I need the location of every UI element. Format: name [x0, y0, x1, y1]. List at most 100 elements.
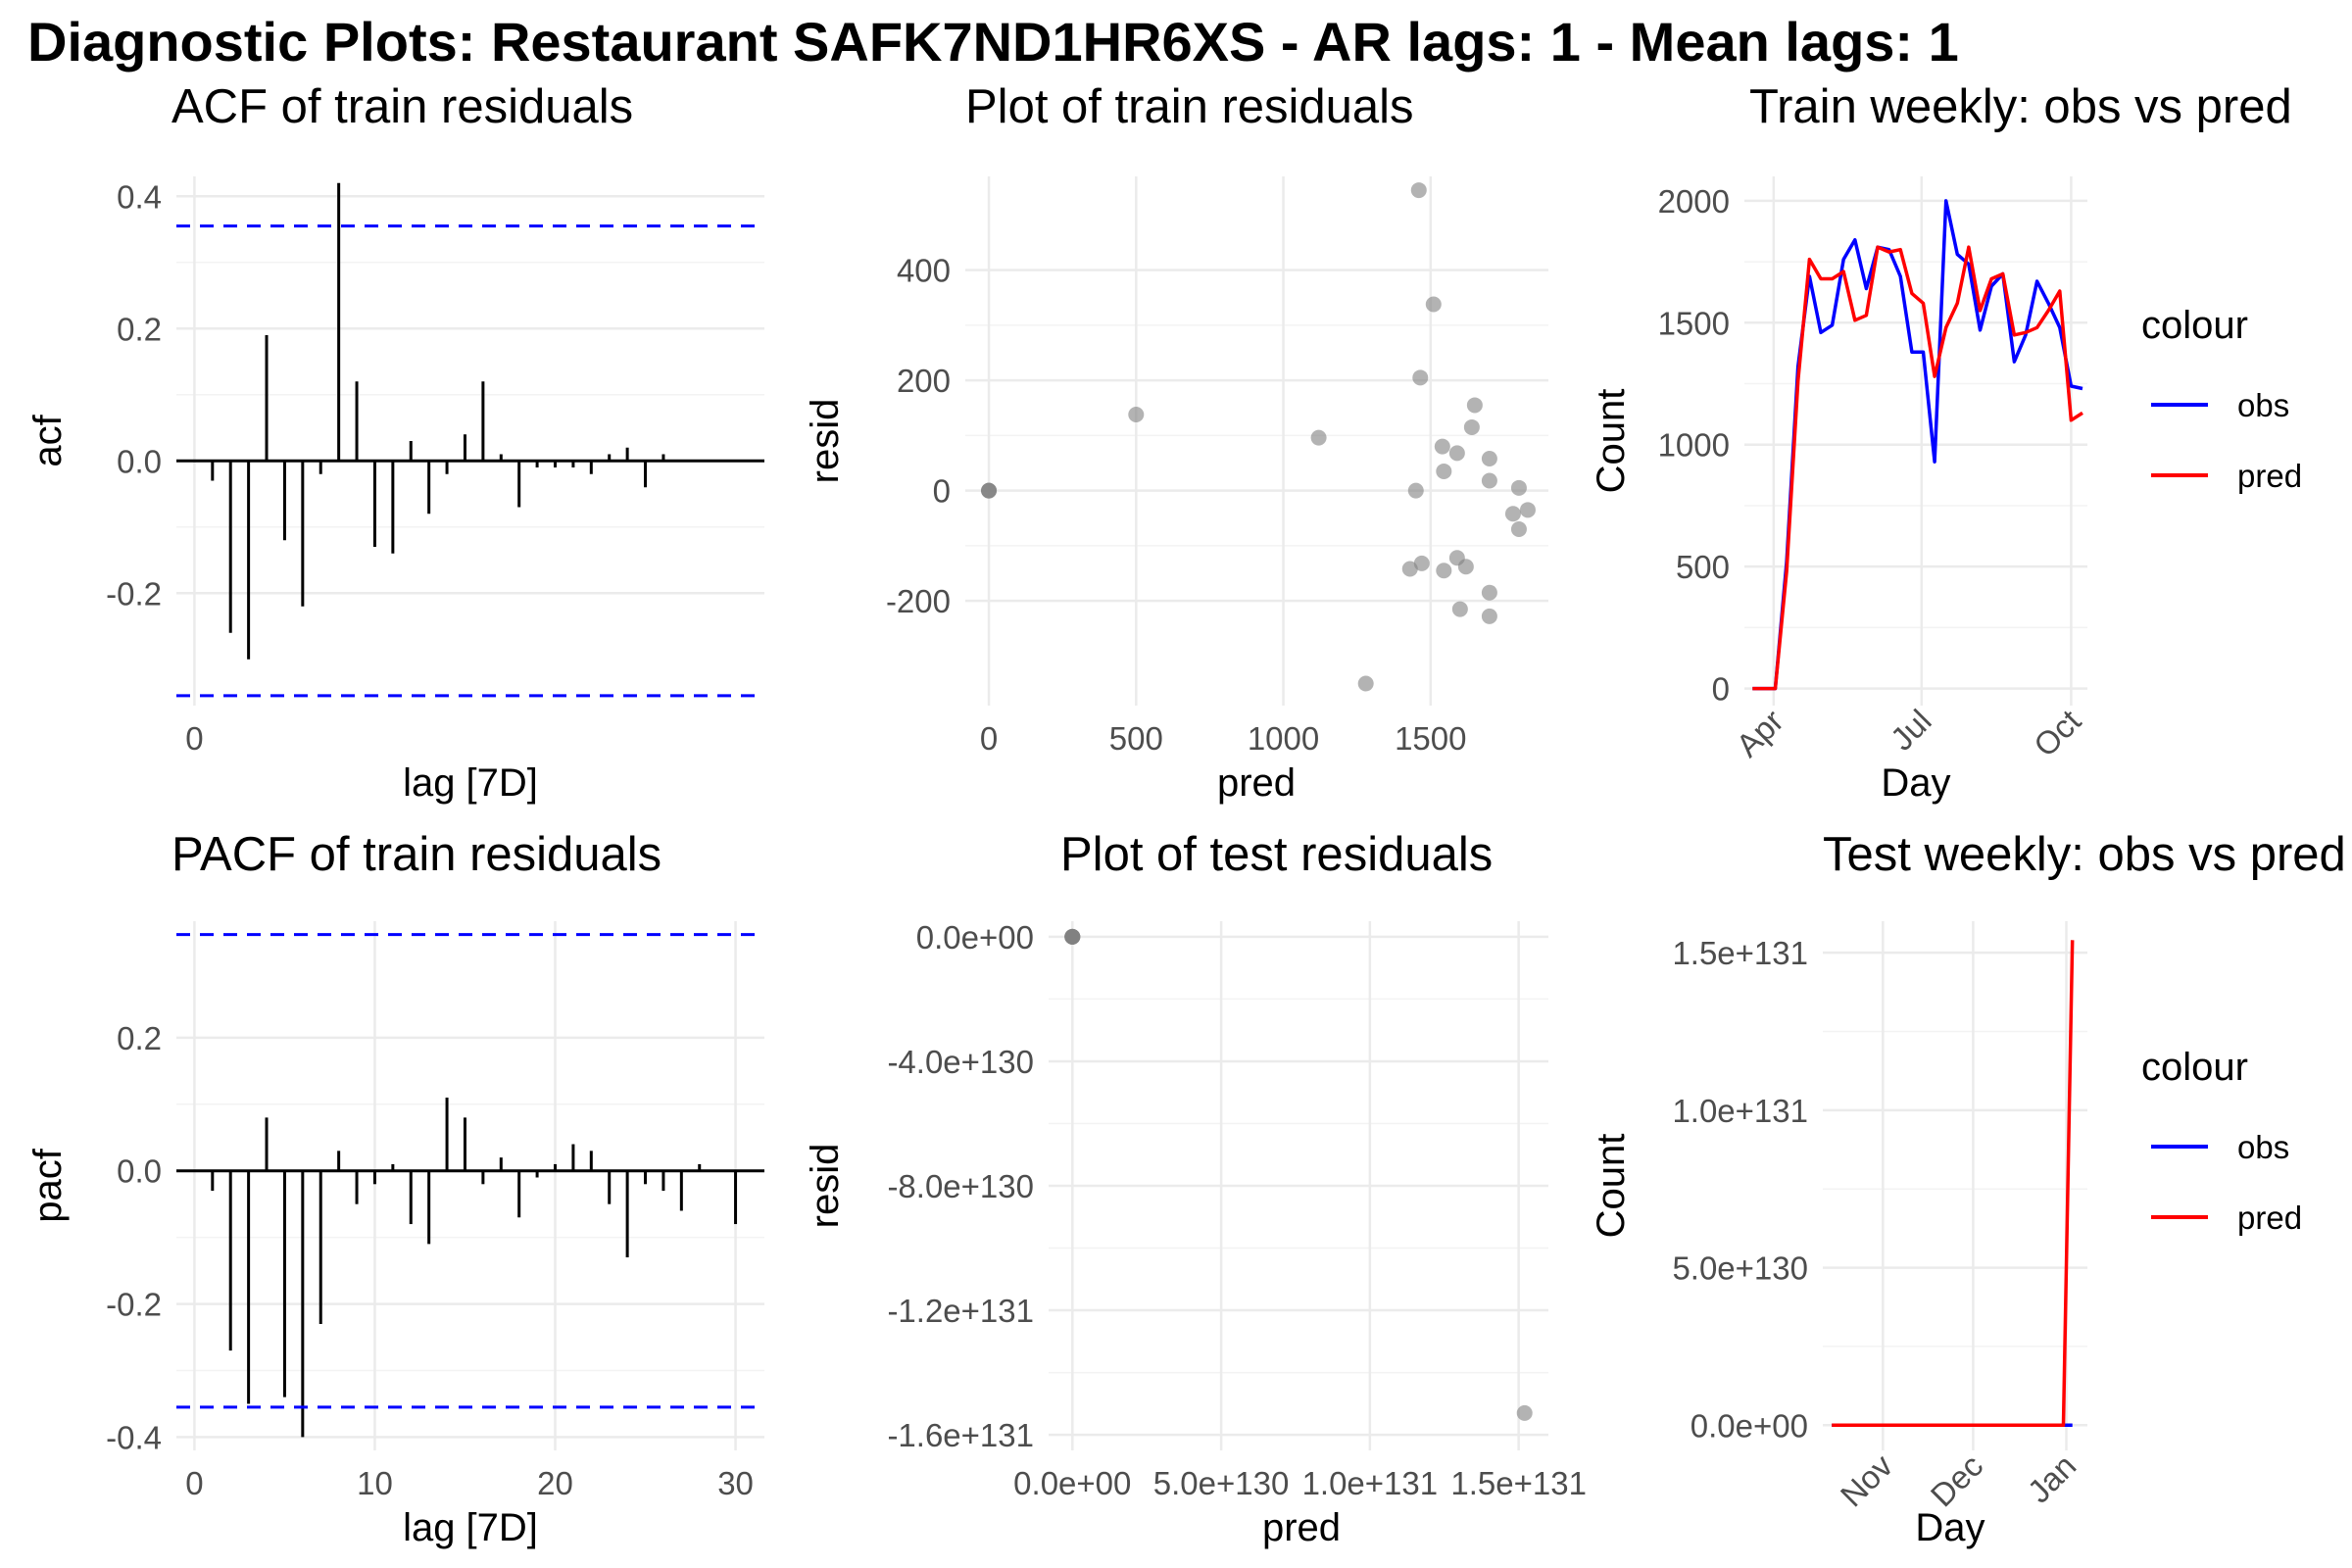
y-axis-label: resid — [804, 399, 847, 484]
y-axis-label: acf — [26, 414, 70, 466]
residual-point — [1413, 555, 1430, 571]
x-tick-label: 0 — [185, 720, 203, 757]
x-axis-label: Day — [1915, 1506, 1984, 1549]
residual-point — [1401, 561, 1418, 577]
x-tick-label: 1000 — [1248, 720, 1319, 757]
y-tick-label: 0.0 — [117, 1153, 162, 1190]
x-tick-label: 5.0e+130 — [1153, 1465, 1290, 1501]
residual-point — [1457, 559, 1474, 575]
y-tick-label: 0 — [933, 473, 951, 510]
y-tick-label: 1500 — [1658, 305, 1730, 341]
x-axis-label: lag [7D] — [403, 761, 538, 805]
y-axis-label: resid — [804, 1144, 847, 1229]
residual-point — [1504, 506, 1521, 522]
y-tick-label: 400 — [897, 253, 951, 289]
residual-point — [1436, 563, 1452, 579]
y-tick-label: 1000 — [1658, 427, 1730, 464]
x-tick-label: 1500 — [1395, 720, 1466, 757]
x-tick-label: 10 — [357, 1465, 393, 1501]
y-tick-label: -1.6e+131 — [887, 1417, 1034, 1453]
x-tick-label: 0 — [980, 720, 998, 757]
x-tick-label: 1.0e+131 — [1302, 1465, 1439, 1501]
y-tick-label: 2000 — [1658, 183, 1730, 220]
legend-label: pred — [2237, 458, 2302, 494]
y-tick-label: -200 — [886, 583, 951, 619]
x-tick-label: 500 — [1109, 720, 1163, 757]
y-axis-label: Count — [1590, 1134, 1633, 1239]
y-tick-label: 200 — [897, 363, 951, 399]
residual-point — [1357, 675, 1374, 692]
panel-title: Train weekly: obs vs pred — [1749, 80, 2292, 133]
y-tick-label: 0.0 — [117, 443, 162, 479]
residual-point — [1410, 182, 1427, 199]
y-tick-label: 0.2 — [117, 1020, 162, 1056]
series-line-pred — [1832, 940, 2075, 1428]
x-tick-label: Apr — [1729, 703, 1789, 763]
x-tick-label: Nov — [1834, 1446, 1900, 1513]
panel-title: Test weekly: obs vs pred — [1823, 828, 2346, 881]
panel-title: PACF of train residuals — [172, 828, 662, 881]
residual-point — [1425, 296, 1442, 313]
x-tick-label: 30 — [717, 1465, 754, 1501]
y-tick-label: -0.2 — [106, 1287, 162, 1323]
y-axis-label: Count — [1590, 389, 1633, 494]
main-title: Diagnostic Plots: Restaurant SAFK7ND1HR6… — [27, 11, 1959, 73]
residual-point — [1510, 479, 1527, 496]
residual-point — [1481, 472, 1497, 489]
y-tick-label: -8.0e+130 — [887, 1168, 1034, 1204]
y-tick-label: -0.2 — [106, 575, 162, 612]
residual-point — [1510, 521, 1527, 537]
y-axis-label: pacf — [26, 1148, 70, 1222]
x-axis-label: pred — [1217, 761, 1296, 805]
y-tick-label: 5.0e+130 — [1672, 1250, 1808, 1287]
residual-point — [1463, 418, 1480, 435]
residual-point — [1434, 438, 1450, 455]
residual-point — [1516, 1404, 1533, 1421]
x-tick-label: 0.0e+00 — [1013, 1465, 1131, 1501]
residual-point — [1064, 928, 1081, 945]
legend-title: colour — [2141, 1046, 2248, 1089]
x-tick-label: Jan — [2021, 1447, 2083, 1510]
residual-point — [1451, 601, 1468, 617]
x-axis-label: Day — [1881, 761, 1950, 805]
legend-title: colour — [2141, 304, 2248, 347]
residual-point — [1407, 482, 1424, 499]
residual-point — [1436, 463, 1452, 479]
x-tick-label: 20 — [537, 1465, 573, 1501]
x-axis-label: pred — [1262, 1506, 1341, 1549]
residual-point — [1481, 584, 1497, 601]
residual-point — [1412, 369, 1429, 386]
x-tick-label: 1.5e+131 — [1450, 1465, 1587, 1501]
series-line-pred — [1752, 245, 2083, 691]
y-tick-label: 1.5e+131 — [1672, 935, 1808, 971]
legend-label: obs — [2237, 387, 2289, 423]
y-tick-label: 1.0e+131 — [1672, 1093, 1808, 1129]
residual-point — [1448, 445, 1465, 462]
y-tick-label: -4.0e+130 — [887, 1044, 1034, 1080]
x-tick-label: Jul — [1884, 703, 1938, 758]
x-tick-label: 0 — [185, 1465, 203, 1501]
panel-title: Plot of test residuals — [1060, 828, 1493, 881]
y-tick-label: 0.0e+00 — [916, 919, 1034, 956]
y-tick-label: -1.2e+131 — [887, 1293, 1034, 1329]
x-tick-label: Oct — [2027, 703, 2087, 763]
residual-point — [981, 482, 998, 499]
y-tick-label: 0 — [1712, 671, 1730, 708]
y-tick-label: 500 — [1676, 549, 1730, 585]
x-tick-label: Dec — [1924, 1447, 1990, 1514]
legend-label: obs — [2237, 1129, 2289, 1165]
residual-point — [1519, 502, 1536, 518]
y-tick-label: -0.4 — [106, 1419, 162, 1455]
y-tick-label: 0.0e+00 — [1690, 1407, 1808, 1444]
legend-label: pred — [2237, 1200, 2302, 1236]
panel-title: ACF of train residuals — [172, 80, 633, 133]
y-tick-label: 0.4 — [117, 178, 162, 215]
residual-point — [1466, 397, 1483, 414]
x-axis-label: lag [7D] — [403, 1506, 538, 1549]
residual-point — [1128, 407, 1145, 422]
residual-point — [1481, 608, 1497, 624]
panel-title: Plot of train residuals — [965, 80, 1414, 133]
y-tick-label: 0.2 — [117, 311, 162, 347]
